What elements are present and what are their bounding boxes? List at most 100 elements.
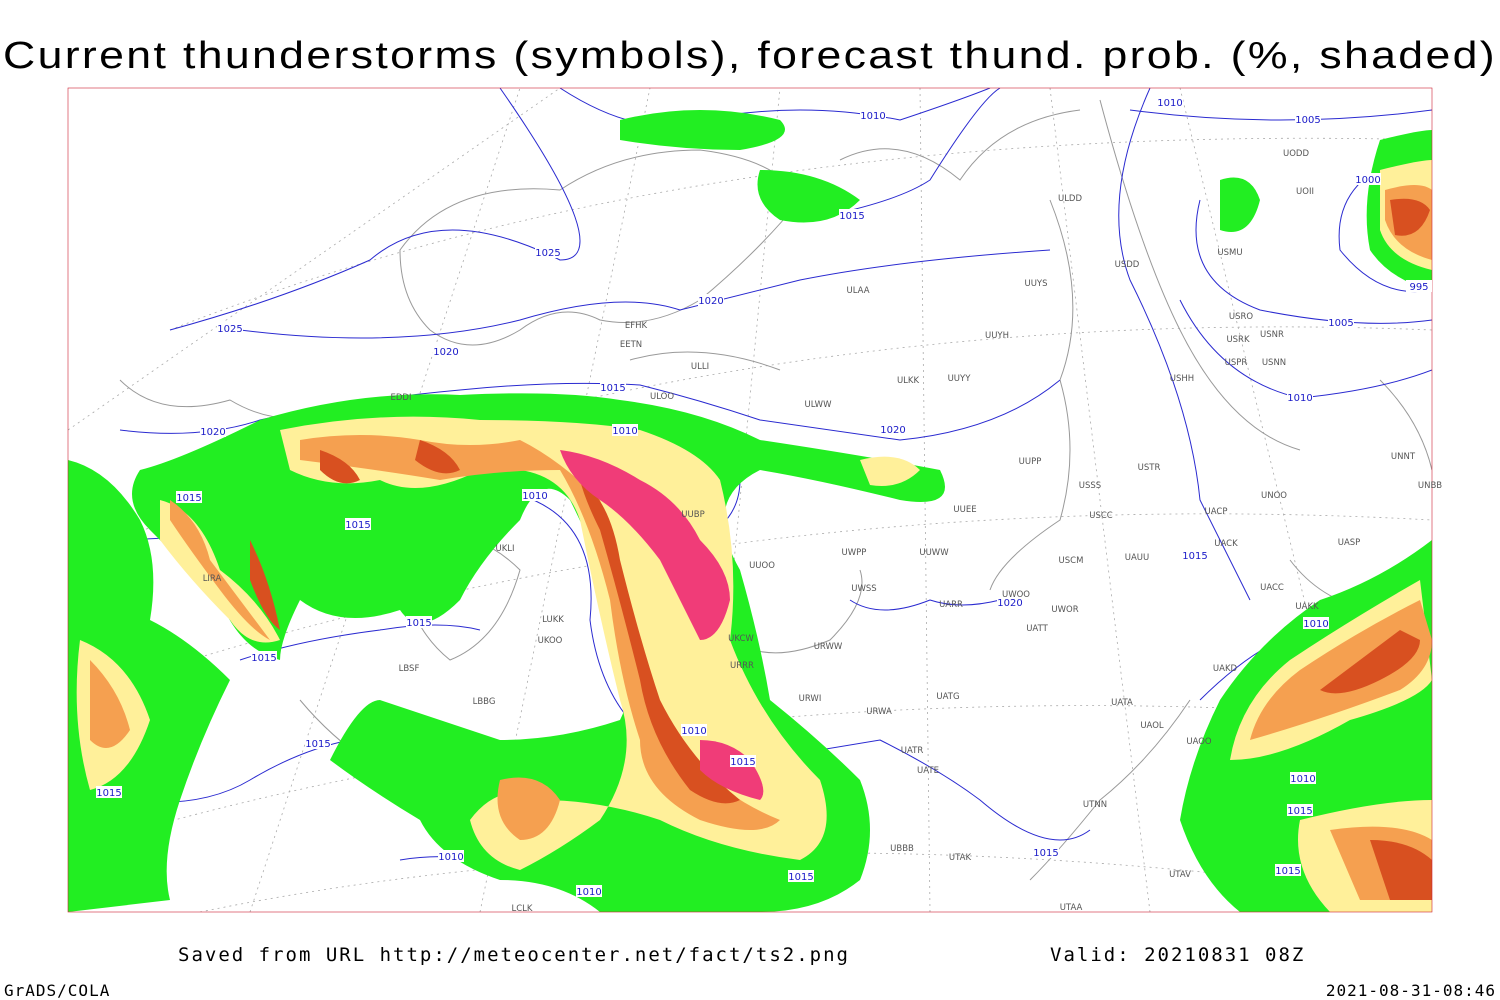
station-code: LIRA xyxy=(203,574,222,584)
station-code: USRK xyxy=(1226,335,1250,345)
isobar-label: 1010 xyxy=(1157,98,1182,109)
isobar-label-bg xyxy=(1295,113,1321,125)
station-code: URWW xyxy=(814,642,843,652)
map-title: Current thunderstorms (symbols), forecas… xyxy=(3,35,1497,77)
station-code: UAOL xyxy=(1140,721,1164,731)
station-code: UUBP xyxy=(681,510,704,520)
isobar-label-bg xyxy=(997,596,1023,608)
station-code: UATE xyxy=(917,766,939,776)
isobar-label: 1010 xyxy=(1287,393,1312,404)
isobar-label-bg xyxy=(600,381,626,393)
station-code: UUPP xyxy=(1019,457,1042,467)
valid-time: Valid: 20210831 08Z xyxy=(1050,944,1305,966)
isobar-label: 1020 xyxy=(997,598,1022,609)
station-code: EDDI xyxy=(391,393,412,403)
station-code: USNR xyxy=(1260,330,1284,340)
station-code: EETN xyxy=(620,340,642,350)
station-code: UUYS xyxy=(1024,279,1047,289)
station-code: UACP xyxy=(1205,507,1228,517)
isobar-label-bg xyxy=(1157,96,1183,108)
isobar-label: 1020 xyxy=(698,296,723,307)
isobar-label: 1010 xyxy=(1290,774,1315,785)
station-code: UASP xyxy=(1338,538,1361,548)
isobar-label: 1015 xyxy=(176,493,201,504)
station-code: LBBG xyxy=(473,697,496,707)
isobar-label-bg xyxy=(1355,173,1381,185)
isobar-label: 1015 xyxy=(1287,806,1312,817)
probability-shading xyxy=(68,110,1432,912)
timestamp: 2021-08-31-08:46 xyxy=(1326,981,1496,1000)
isobar-label: 1015 xyxy=(1182,551,1207,562)
station-code: USTR xyxy=(1138,463,1161,473)
station-code: UUYY xyxy=(948,374,972,384)
isobar-label-bg xyxy=(522,489,548,501)
isobar-label-bg xyxy=(251,651,277,663)
isobar-label: 1015 xyxy=(839,211,864,222)
source-url: Saved from URL http://meteocenter.net/fa… xyxy=(178,944,850,966)
isobar-label-bg xyxy=(96,786,122,798)
isobar-label: 1010 xyxy=(522,491,547,502)
station-code: ULLI xyxy=(691,362,709,372)
isobar-label-bg xyxy=(1328,316,1354,328)
station-code: UNOO xyxy=(1261,491,1287,501)
station-code: USCC xyxy=(1089,511,1113,521)
station-code: UWPP xyxy=(842,548,867,558)
isobar-label: 1010 xyxy=(576,887,601,898)
isobar-label-bg xyxy=(839,209,865,221)
isobar-label-bg xyxy=(1287,391,1313,403)
isobar-label: 1010 xyxy=(612,426,637,437)
isobar-label: 1005 xyxy=(1295,115,1320,126)
isobar-label: 1015 xyxy=(251,653,276,664)
station-code: UAUU xyxy=(1125,553,1149,563)
station-code: UNNT xyxy=(1391,452,1416,462)
isobar-label-bg xyxy=(535,246,561,258)
isobar-label-bg xyxy=(681,724,707,736)
station-code: UACC xyxy=(1260,583,1284,593)
station-code: ULWW xyxy=(805,400,833,410)
station-code: UTAA xyxy=(1060,903,1083,913)
isobar-label: 1015 xyxy=(96,788,121,799)
station-code: UWSS xyxy=(851,584,876,594)
isobar-label-bg xyxy=(438,850,464,862)
station-code: UTAV xyxy=(1169,870,1191,880)
map-area xyxy=(68,88,1432,912)
station-code: UKLI xyxy=(495,544,514,554)
station-code: UARR xyxy=(939,600,963,610)
isobar-label-bg xyxy=(788,870,814,882)
isobar-label: 1025 xyxy=(217,324,242,335)
isobar-label-bg xyxy=(698,294,724,306)
isobar-label-bg xyxy=(1290,772,1316,784)
station-code: ULKK xyxy=(897,376,920,386)
station-code: ULAA xyxy=(846,286,869,296)
station-code: UKOO xyxy=(538,636,563,646)
isobar-label-bg xyxy=(1033,846,1059,858)
isobar-label-bg xyxy=(1182,549,1208,561)
station-code: UUWW xyxy=(919,548,949,558)
isobar-label: 1015 xyxy=(788,872,813,883)
station-code: EFHK xyxy=(625,321,648,331)
station-code: ULOO xyxy=(650,392,674,402)
isobar-label-bg xyxy=(305,737,331,749)
map-frame xyxy=(67,87,1433,913)
isobar-label: 1005 xyxy=(1328,318,1353,329)
isobar-label-bg xyxy=(345,518,371,530)
isobar-label-bg xyxy=(406,616,432,628)
station-code: URWI xyxy=(799,694,822,704)
isobar-label-bg xyxy=(433,345,459,357)
station-code: UKCW xyxy=(728,634,754,644)
station-code: UATG xyxy=(936,692,959,702)
isobar-label: 1025 xyxy=(535,248,560,259)
station-code: UATT xyxy=(1026,624,1048,634)
station-code: UACK xyxy=(1214,539,1238,549)
station-code: USPR xyxy=(1225,358,1248,368)
isobar-label-bg xyxy=(1287,804,1313,816)
station-code: UUEE xyxy=(953,505,976,515)
isobar-label-bg xyxy=(1275,864,1301,876)
isobar-label-bg xyxy=(880,423,906,435)
station-code: LCLK xyxy=(512,904,533,914)
isobar-label-bg xyxy=(1303,617,1329,629)
station-code: USNN xyxy=(1262,358,1286,368)
station-code: USSS xyxy=(1079,481,1101,491)
